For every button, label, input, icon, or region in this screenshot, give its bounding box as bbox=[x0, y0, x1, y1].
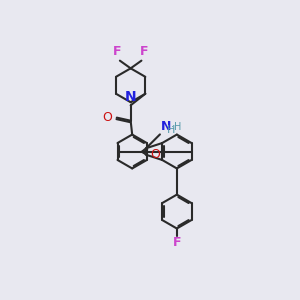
Text: N: N bbox=[125, 90, 136, 104]
Text: ·H: ·H bbox=[172, 122, 182, 132]
Text: N: N bbox=[161, 120, 171, 133]
Text: H: H bbox=[167, 125, 175, 135]
Text: F: F bbox=[113, 45, 122, 58]
Text: O: O bbox=[151, 148, 160, 161]
Text: O: O bbox=[102, 111, 112, 124]
Text: F: F bbox=[140, 45, 148, 58]
Text: F: F bbox=[172, 236, 181, 249]
